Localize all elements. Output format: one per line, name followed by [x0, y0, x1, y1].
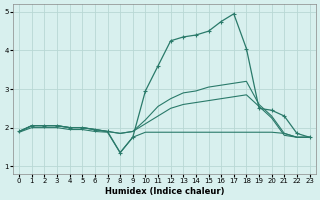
X-axis label: Humidex (Indice chaleur): Humidex (Indice chaleur): [105, 187, 224, 196]
